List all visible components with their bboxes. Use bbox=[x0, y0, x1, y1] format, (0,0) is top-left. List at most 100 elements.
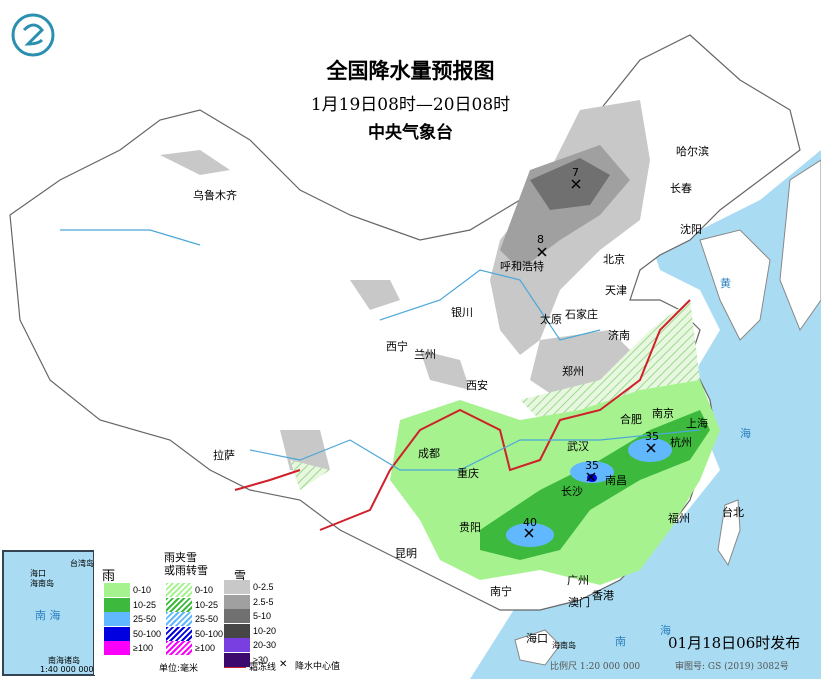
snow-area-light-central bbox=[280, 280, 640, 470]
legend-swatch bbox=[224, 638, 250, 652]
center-marker-icon: ✕ bbox=[279, 659, 288, 670]
forecast-period: 1月19日08时—20日08时 bbox=[310, 95, 511, 115]
city-label: 广州 bbox=[567, 574, 589, 587]
hainan bbox=[514, 629, 561, 666]
city-label: 贵阳 bbox=[459, 521, 481, 534]
city-label: 天津 bbox=[605, 284, 627, 297]
legend-label: 50-100 bbox=[195, 628, 224, 639]
center-value: 35 bbox=[645, 430, 659, 443]
legend-snow-title: 雪 bbox=[234, 569, 247, 583]
legend-unit: 单位:毫米 bbox=[159, 664, 199, 674]
city-label: 济南 bbox=[608, 329, 630, 342]
legend-swatch bbox=[104, 626, 130, 641]
city-label: 澳门 bbox=[568, 596, 590, 609]
korea-japan-land bbox=[699, 159, 821, 341]
city-label: 郑州 bbox=[562, 365, 584, 378]
center-value: 7 bbox=[572, 166, 579, 179]
city-label: 石家庄 bbox=[565, 308, 598, 321]
city-label: 西宁 bbox=[386, 340, 408, 353]
legend-swatch bbox=[166, 626, 192, 641]
city-label: 呼和浩特 bbox=[500, 260, 544, 273]
city-label: 哈尔滨 bbox=[676, 145, 709, 158]
city-label: 杭州 bbox=[670, 436, 692, 449]
legend-mixed-title: 雨夹雪 或雨转雪 bbox=[164, 551, 208, 577]
city-label: 沈阳 bbox=[680, 223, 702, 236]
sea-label: 南 bbox=[615, 635, 626, 648]
legend-label: 10-25 bbox=[133, 599, 157, 610]
mixed-area bbox=[290, 300, 700, 490]
legend-swatch bbox=[224, 623, 250, 638]
city-label: 长沙 bbox=[561, 485, 583, 498]
map-title: 全国降水量预报图 bbox=[326, 59, 495, 83]
legend-swatch bbox=[166, 612, 192, 626]
city-label: 南宁 bbox=[490, 585, 512, 598]
legend-swatch bbox=[104, 612, 130, 626]
legend-swatch bbox=[104, 583, 130, 597]
sea-label: 海 bbox=[740, 427, 751, 440]
frost-line-symbol bbox=[224, 667, 246, 668]
hainan-label: 海南岛 bbox=[552, 641, 576, 650]
legend-label: ≥100 bbox=[133, 643, 153, 653]
legend-mixed-title-line2: 或雨转雪 bbox=[164, 564, 208, 577]
city-label: 武汉 bbox=[567, 440, 589, 453]
legend-label: 0-10 bbox=[195, 585, 214, 595]
legend-frost-line: 霜冻线 bbox=[249, 662, 277, 672]
legend-swatch bbox=[166, 583, 192, 597]
city-label: 香港 bbox=[592, 589, 614, 602]
legend-label: 25-50 bbox=[133, 614, 157, 624]
city-label: 海口 bbox=[526, 632, 548, 645]
legend-swatch bbox=[166, 641, 192, 655]
inset-city: 海口 bbox=[30, 569, 46, 578]
legend-swatch bbox=[166, 597, 192, 612]
legend-label: 5-10 bbox=[253, 611, 272, 621]
center-value: 8 bbox=[537, 233, 544, 246]
city-label: 福州 bbox=[668, 512, 690, 525]
city-label: 上海 bbox=[686, 417, 708, 430]
frost-line bbox=[319, 299, 691, 531]
legend-rain-title: 雨 bbox=[102, 569, 116, 584]
city-label: 兰州 bbox=[414, 348, 436, 361]
inset-scale: 1:40 000 000 bbox=[40, 665, 94, 674]
sea-label: 海 bbox=[660, 624, 671, 637]
legend-mixed-title-line1: 雨夹雪 bbox=[164, 551, 197, 564]
river bbox=[60, 229, 701, 471]
city-label: 太原 bbox=[540, 313, 562, 326]
city-label: 南京 bbox=[652, 407, 674, 420]
city-label: 台北 bbox=[722, 506, 744, 519]
snow-area-light-nw bbox=[160, 150, 230, 175]
legend-label: 0-2.5 bbox=[253, 582, 274, 592]
south-china-sea-inset bbox=[2, 550, 95, 676]
city-label: 合肥 bbox=[620, 413, 642, 426]
legend-swatch bbox=[104, 597, 130, 612]
legend-label: ≥100 bbox=[195, 643, 215, 653]
center-value: 35 bbox=[585, 459, 599, 472]
taiwan bbox=[717, 499, 741, 567]
legend-label: 25-50 bbox=[195, 614, 219, 624]
city-label: 北京 bbox=[603, 253, 625, 266]
rain-area-heavy bbox=[570, 461, 614, 483]
legend-swatch bbox=[224, 580, 250, 594]
legend-label: 0-10 bbox=[133, 585, 152, 595]
inset-label: 南海诸岛 bbox=[48, 656, 80, 665]
map-approval-number: 审图号: GS (2019) 3082号 bbox=[675, 662, 789, 672]
city-label: 西安 bbox=[466, 379, 488, 392]
city-label: 乌鲁木齐 bbox=[193, 189, 237, 202]
cma-logo-mark bbox=[22, 23, 45, 46]
issued-time: 01月18日06时发布 bbox=[668, 634, 801, 652]
legend-label: ≥30 bbox=[253, 654, 268, 665]
legend-swatch bbox=[224, 594, 250, 609]
legend-label: 2.5-5 bbox=[253, 596, 274, 607]
city-label: 南昌 bbox=[605, 474, 627, 487]
legend-swatch bbox=[224, 609, 250, 623]
legend-label: 20-30 bbox=[253, 640, 277, 650]
city-label: 重庆 bbox=[457, 467, 479, 480]
legend-label: 10-20 bbox=[253, 625, 277, 636]
inset-taiwan: 台湾岛 bbox=[70, 559, 94, 568]
cma-logo bbox=[11, 13, 55, 57]
agency-name: 中央气象台 bbox=[368, 123, 453, 143]
city-label: 银川 bbox=[451, 306, 473, 319]
inset-sea: 南 海 bbox=[35, 609, 61, 622]
frost-line bbox=[234, 469, 301, 491]
